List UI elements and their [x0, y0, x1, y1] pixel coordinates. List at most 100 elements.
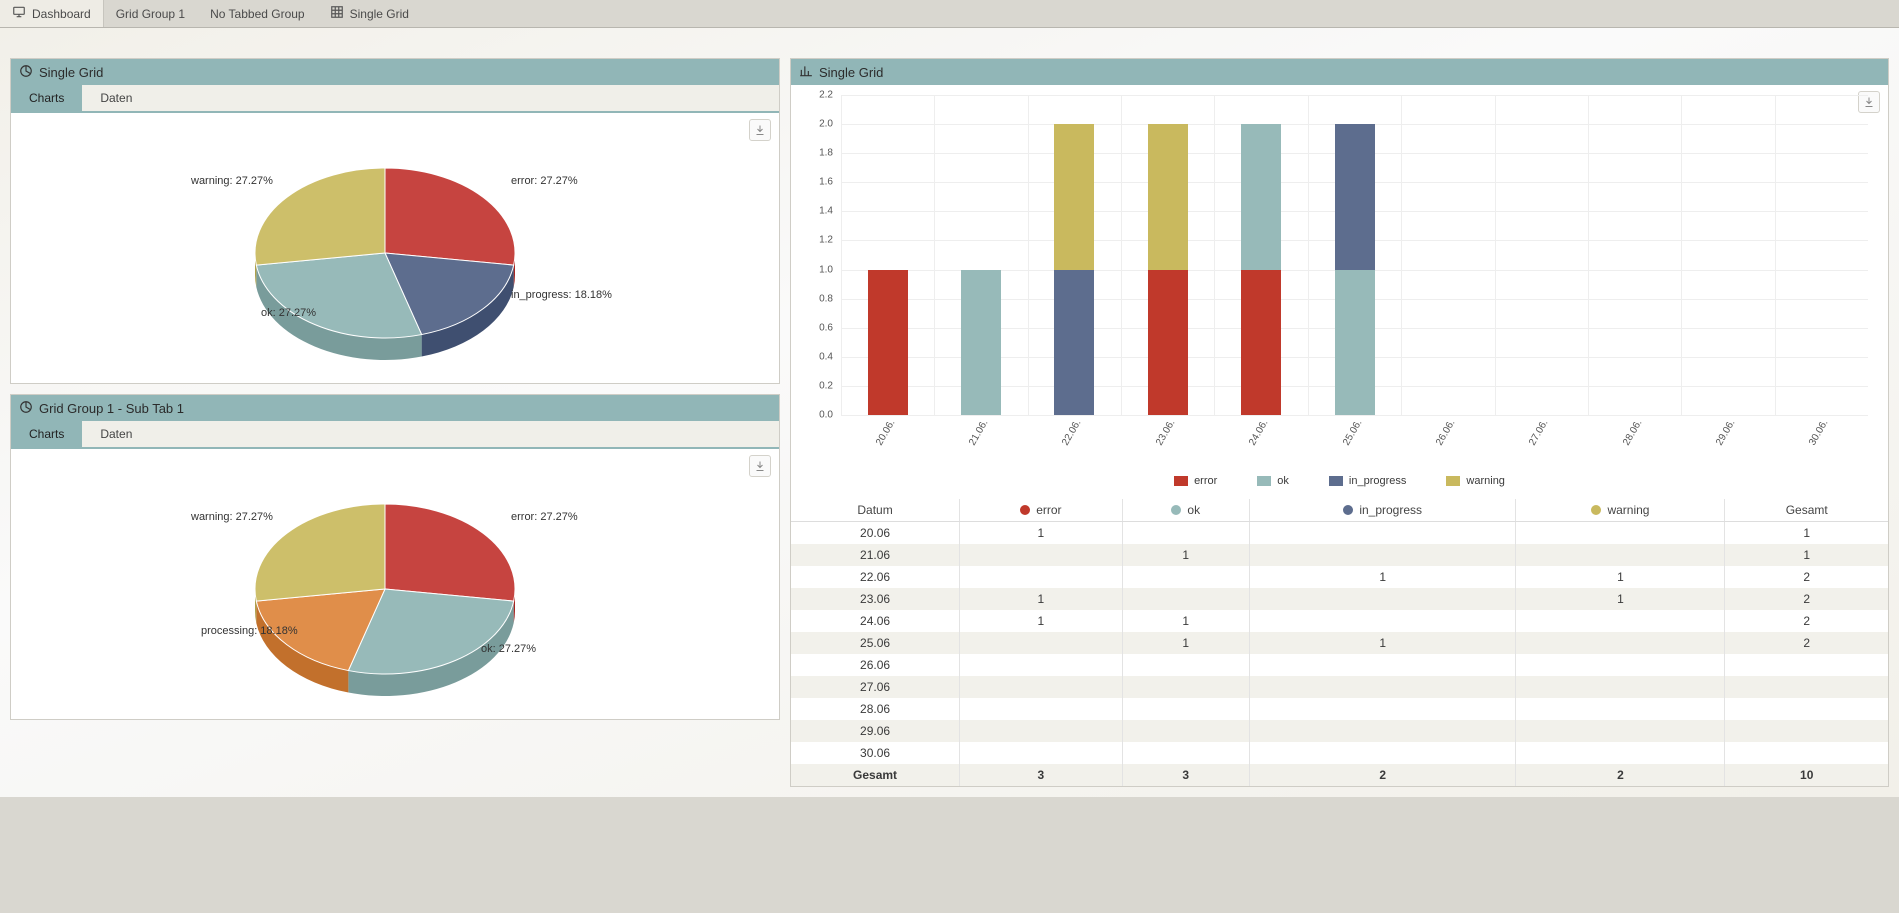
- panel-tabs: Charts Daten: [11, 85, 779, 113]
- table-row[interactable]: 24.06112: [791, 610, 1888, 632]
- download-button[interactable]: [749, 455, 771, 477]
- table-cell: [1249, 610, 1516, 632]
- status-dot-icon: [1591, 505, 1601, 515]
- table-cell: [960, 742, 1123, 764]
- table-cell: [1249, 720, 1516, 742]
- y-axis-tick-label: 1.2: [791, 235, 833, 246]
- table-cell: [1249, 676, 1516, 698]
- y-axis-tick-label: 1.8: [791, 148, 833, 159]
- legend-label: error: [1194, 475, 1217, 487]
- bar-segment-in_progress: [1054, 270, 1094, 415]
- panel-header: Grid Group 1 - Sub Tab 1: [11, 395, 779, 421]
- panel-tab-charts[interactable]: Charts: [11, 421, 82, 447]
- table-cell: 3: [1122, 764, 1249, 786]
- topnav-tab-gridgroup1[interactable]: Grid Group 1: [104, 0, 198, 27]
- legend-item-error[interactable]: error: [1174, 475, 1217, 487]
- download-button[interactable]: [749, 119, 771, 141]
- table-header-total[interactable]: Gesamt: [1725, 499, 1888, 522]
- table-cell: 1: [1249, 566, 1516, 588]
- bar-segment-warning: [1054, 124, 1094, 269]
- table-cell: [1516, 720, 1725, 742]
- bar-segment-ok: [1241, 124, 1281, 269]
- legend-item-warning[interactable]: warning: [1446, 475, 1505, 487]
- table-cell: 1: [960, 588, 1123, 610]
- panel-tab-charts[interactable]: Charts: [11, 85, 82, 111]
- table-cell: 30.06: [791, 742, 960, 764]
- panel-header: Single Grid: [791, 59, 1888, 85]
- table-cell: 29.06: [791, 720, 960, 742]
- legend-item-ok[interactable]: ok: [1257, 475, 1289, 487]
- panel-tab-daten[interactable]: Daten: [82, 421, 150, 447]
- table-header-in_progress[interactable]: in_progress: [1249, 499, 1516, 522]
- bar-column: [1335, 124, 1375, 415]
- legend-item-in_progress[interactable]: in_progress: [1329, 475, 1406, 487]
- table-cell: [1122, 566, 1249, 588]
- panel-tabs: Charts Daten: [11, 421, 779, 449]
- table-row[interactable]: 29.06: [791, 720, 1888, 742]
- table-cell: [1516, 522, 1725, 545]
- y-axis-tick-label: 2.0: [791, 119, 833, 130]
- table-row[interactable]: 30.06: [791, 742, 1888, 764]
- topnav-tab-singlegrid[interactable]: Single Grid: [318, 0, 422, 27]
- topnav-tab-dashboard[interactable]: Dashboard: [0, 0, 104, 27]
- table-cell: [1122, 676, 1249, 698]
- table-cell: [1122, 654, 1249, 676]
- table-cell: [1725, 720, 1888, 742]
- table-header-error[interactable]: error: [960, 499, 1123, 522]
- table-header-ok[interactable]: ok: [1122, 499, 1249, 522]
- table-row[interactable]: 27.06: [791, 676, 1888, 698]
- table-cell: [960, 720, 1123, 742]
- table-row[interactable]: 20.0611: [791, 522, 1888, 545]
- table-row[interactable]: 22.06112: [791, 566, 1888, 588]
- table-cell: 24.06: [791, 610, 960, 632]
- bar-segment-error: [1241, 270, 1281, 415]
- bar-column: [961, 270, 1001, 415]
- workspace: Single Grid Charts Daten error: 27.27%in…: [0, 28, 1899, 797]
- y-axis-tick-label: 0.4: [791, 351, 833, 362]
- table-cell: 2: [1249, 764, 1516, 786]
- panel-body: 20.06.21.06.22.06.23.06.24.06.25.06.26.0…: [791, 85, 1888, 786]
- y-axis-tick-label: 1.6: [791, 177, 833, 188]
- table-header-date[interactable]: Datum: [791, 499, 960, 522]
- table-header-label: Gesamt: [1786, 503, 1828, 517]
- grid-icon: [330, 5, 344, 22]
- y-axis-tick-label: 0.6: [791, 322, 833, 333]
- table-cell: [1516, 676, 1725, 698]
- topnav-tab-label: No Tabbed Group: [210, 7, 305, 21]
- status-dot-icon: [1020, 505, 1030, 515]
- table-cell: 22.06: [791, 566, 960, 588]
- table-row[interactable]: 21.0611: [791, 544, 1888, 566]
- table-row[interactable]: 23.06112: [791, 588, 1888, 610]
- table-cell: [1122, 522, 1249, 545]
- panel-body: error: 27.27%ok: 27.27%processing: 18.18…: [11, 449, 779, 719]
- panel-tab-label: Charts: [29, 91, 64, 105]
- table-header-label: in_progress: [1359, 503, 1422, 517]
- table-total-row: Gesamt332210: [791, 764, 1888, 786]
- panel-gridgroup1-subtab1-pie: Grid Group 1 - Sub Tab 1 Charts Daten er…: [10, 394, 780, 720]
- panel-tab-label: Charts: [29, 427, 64, 441]
- table-cell: [1725, 676, 1888, 698]
- table-cell: [1725, 742, 1888, 764]
- legend-label: ok: [1277, 475, 1289, 487]
- y-axis-tick-label: 1.4: [791, 206, 833, 217]
- panel-title: Grid Group 1 - Sub Tab 1: [39, 401, 184, 416]
- table-cell: 3: [960, 764, 1123, 786]
- table-header-label: warning: [1607, 503, 1649, 517]
- panel-title: Single Grid: [39, 65, 103, 80]
- pie-slice-label: ok: 27.27%: [261, 307, 316, 319]
- table-row[interactable]: 28.06: [791, 698, 1888, 720]
- table-row[interactable]: 25.06112: [791, 632, 1888, 654]
- topnav-tab-label: Single Grid: [350, 7, 409, 21]
- table-cell: 1: [1122, 544, 1249, 566]
- table-header-warning[interactable]: warning: [1516, 499, 1725, 522]
- bar-column: [868, 270, 908, 415]
- status-dot-icon: [1343, 505, 1353, 515]
- table-cell: 2: [1725, 610, 1888, 632]
- table-cell: 10: [1725, 764, 1888, 786]
- bar-column: [1241, 124, 1281, 415]
- table-cell: 20.06: [791, 522, 960, 545]
- bar-segment-error: [1148, 270, 1188, 415]
- panel-tab-daten[interactable]: Daten: [82, 85, 150, 111]
- topnav-tab-notabbed[interactable]: No Tabbed Group: [198, 0, 318, 27]
- table-row[interactable]: 26.06: [791, 654, 1888, 676]
